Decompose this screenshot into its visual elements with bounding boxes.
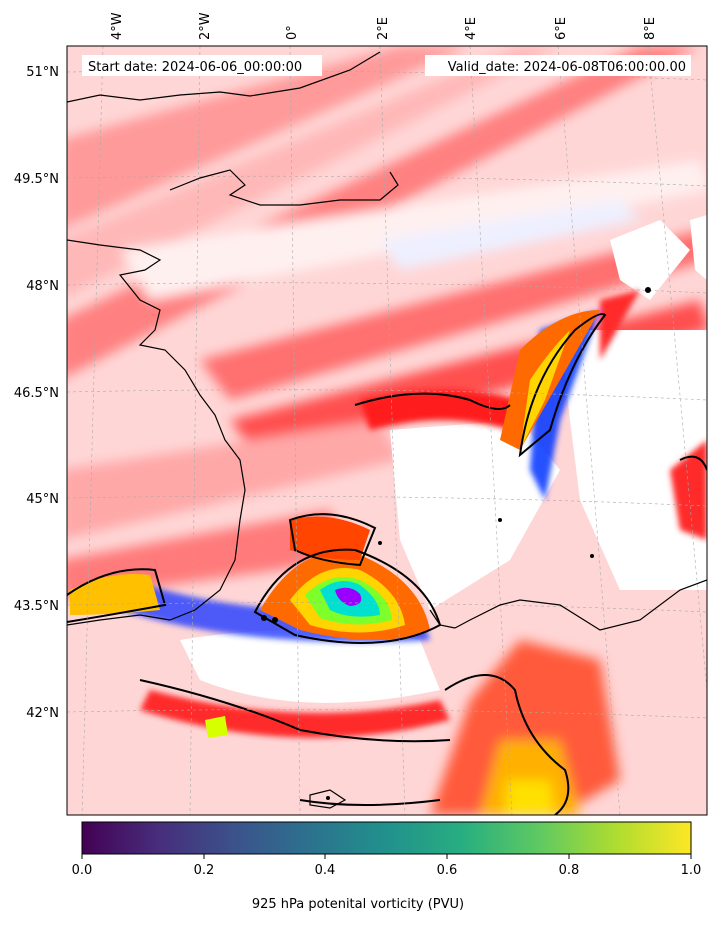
pv-band [120, 160, 707, 300]
parallel-line [67, 602, 707, 613]
coastlines [67, 51, 707, 809]
pv-contour [288, 513, 377, 567]
latitude-label: 48°N [26, 279, 59, 294]
pv-band [430, 640, 620, 815]
longitude-label: 6°E [554, 17, 569, 40]
colorbar-tick-label: 0.0 [72, 863, 93, 878]
latitude-labels: 51°N 49.5°N 48°N 46.5°N 45°N 43.5°N 42°N [14, 65, 59, 721]
colorbar-tick-label: 0.8 [559, 863, 580, 878]
pv-contour [679, 455, 707, 471]
speckle [590, 554, 594, 558]
latitude-label: 49.5°N [14, 172, 59, 187]
coastline-england [67, 51, 381, 103]
pv-maximum [335, 587, 362, 606]
latitude-label: 51°N [26, 65, 59, 80]
masked-area [610, 220, 690, 300]
parallel-line [67, 495, 707, 507]
pv-band [67, 46, 470, 227]
coastline-france-west [67, 239, 246, 621]
masked-area [180, 630, 440, 703]
pv-contour [139, 679, 451, 743]
start-date-text: Start date: 2024-06-06_00:00:00 [88, 60, 302, 75]
map-frame [66, 45, 708, 816]
longitude-label: 2°E [376, 17, 391, 40]
parallel-line [67, 282, 707, 294]
pv-maxima [70, 310, 600, 738]
colorbar-tick-label: 0.4 [315, 863, 336, 878]
latitude-label: 45°N [26, 492, 59, 507]
colorbar-tick-label: 0.6 [437, 863, 458, 878]
coastline-mediterranean [454, 579, 707, 631]
pv-contours [67, 313, 707, 815]
coastline-gulf-lion [429, 609, 456, 629]
speckle [326, 796, 330, 800]
pv-contour [354, 392, 511, 410]
pv-band [200, 230, 707, 400]
pv-contour [518, 313, 607, 458]
longitude-label: 8°E [643, 17, 658, 40]
pv-contour [299, 799, 441, 806]
pv-contour [444, 674, 570, 815]
longitude-label: 0° [285, 25, 300, 40]
latitude-label: 46.5°N [14, 386, 59, 401]
pv-fringe [360, 390, 520, 430]
latitude-label: 43.5°N [14, 599, 59, 614]
pv-maximum [520, 330, 570, 450]
longitude-label: 4°W [110, 12, 125, 40]
pv-band [505, 780, 555, 815]
speckle [378, 541, 382, 545]
speckle [261, 615, 267, 621]
masked-area [690, 215, 707, 280]
valid-date-box [425, 55, 691, 76]
pv-band [67, 46, 560, 297]
meridian-line [469, 46, 513, 815]
meridian-line [289, 46, 301, 815]
parallel-line [67, 389, 707, 401]
meridian-line [379, 46, 406, 815]
contour-speckles [261, 287, 651, 800]
colorbar-tick-label: 0.2 [194, 863, 215, 878]
latitude-label: 42°N [26, 706, 59, 721]
longitude-label: 2°W [198, 12, 213, 40]
speckle [645, 287, 651, 293]
pv-band [67, 420, 400, 539]
longitude-labels: 4°W 2°W 0° 2°E 4°E 6°E 8°E [110, 12, 658, 40]
pv-contour [67, 568, 167, 623]
coastline-balearic [309, 789, 347, 809]
meridian-line [557, 46, 621, 815]
pv-fringe [600, 290, 640, 360]
pv-contour [253, 548, 442, 644]
longitude-label: 4°E [464, 17, 479, 40]
map-panel [67, 46, 707, 815]
parallel-line [67, 175, 707, 187]
coastline-spain-north [67, 614, 171, 626]
pv-band [480, 740, 580, 815]
meridian-line [189, 46, 201, 815]
meridian-line [81, 46, 104, 815]
masked-area [390, 420, 560, 610]
speckle [498, 518, 502, 522]
colorbar: 0.0 0.2 0.4 0.6 0.8 1.0 [72, 821, 702, 878]
speckle [272, 617, 278, 623]
colorbar-tick-label: 1.0 [681, 863, 702, 878]
coastline-normandy [169, 169, 399, 206]
colorbar-gradient [81, 821, 692, 855]
pv-band [380, 200, 640, 270]
pv-maximum [205, 716, 228, 738]
valid-date-text: Valid_date: 2024-06-08T06:00:00.00 [448, 60, 686, 75]
parallel-line [67, 709, 707, 719]
start-date-box [82, 55, 322, 76]
colorbar-label: 925 hPa potenital vorticity (PVU) [251, 897, 465, 912]
